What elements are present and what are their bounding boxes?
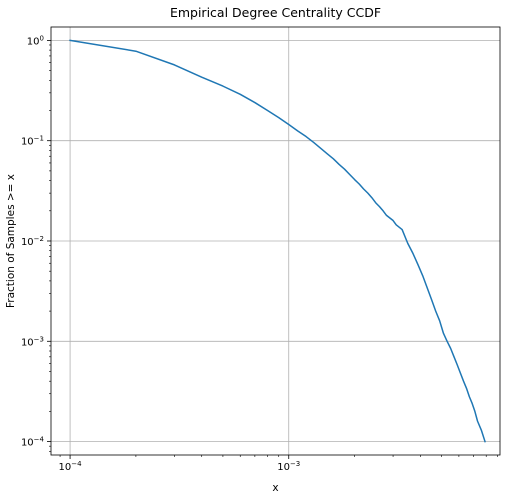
- y-tick-label: 10−2: [21, 235, 44, 248]
- y-tick-label: 100: [27, 34, 44, 47]
- y-tick-label: 10−3: [21, 335, 44, 348]
- x-tick-label: 10−4: [59, 460, 83, 473]
- grid-lines: [51, 27, 500, 455]
- ccdf-line: [69, 39, 486, 443]
- y-axis-label: Fraction of Samples >= x: [5, 174, 17, 308]
- data-series: [69, 39, 486, 443]
- axis-ticks: 10−4 10−3 100 10−1 10−2 10−3 10−4: [21, 34, 498, 473]
- x-axis-label: x: [272, 482, 278, 494]
- y-tick-label: 10−1: [21, 135, 44, 148]
- chart-title: Empirical Degree Centrality CCDF: [170, 5, 381, 20]
- x-tick-label: 10−3: [277, 460, 300, 473]
- y-tick-label: 10−4: [21, 436, 45, 449]
